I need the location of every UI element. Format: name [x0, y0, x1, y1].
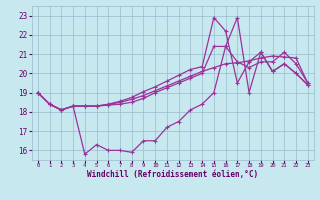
X-axis label: Windchill (Refroidissement éolien,°C): Windchill (Refroidissement éolien,°C) — [87, 170, 258, 179]
